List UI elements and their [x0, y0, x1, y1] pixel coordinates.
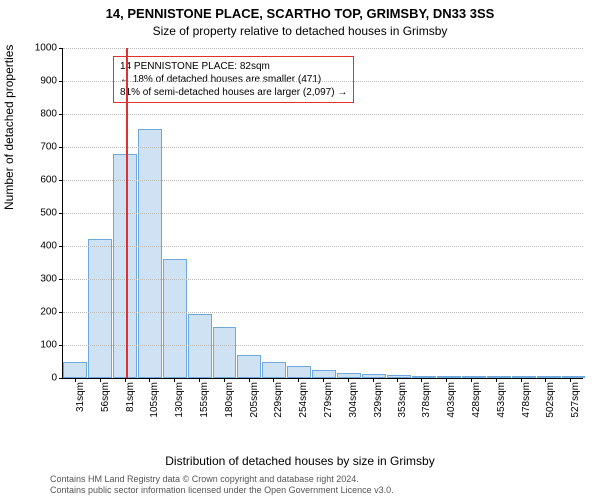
- x-tick-label: 56sqm: [100, 382, 111, 412]
- x-tick-label: 353sqm: [397, 382, 408, 418]
- histogram-bar: [163, 259, 187, 378]
- x-tick-label: 180sqm: [224, 382, 235, 418]
- histogram-bar: [213, 327, 237, 378]
- annotation-box: 14 PENNISTONE PLACE: 82sqm ← 18% of deta…: [113, 56, 354, 103]
- histogram-bar: [412, 376, 436, 378]
- x-axis-label: Distribution of detached houses by size …: [0, 454, 600, 468]
- x-tick-label: 205sqm: [249, 382, 260, 418]
- histogram-bar: [312, 370, 336, 378]
- histogram-bar: [262, 362, 286, 379]
- annotation-line-3: 81% of semi-detached houses are larger (…: [120, 86, 347, 99]
- x-tick-label: 81sqm: [125, 382, 136, 412]
- x-tick-label: 155sqm: [199, 382, 210, 418]
- histogram-bar: [487, 376, 511, 378]
- x-tick-label: 502sqm: [545, 382, 556, 418]
- x-tick-label: 453sqm: [496, 382, 507, 418]
- histogram-bar: [387, 375, 411, 378]
- y-tick-label: 100: [40, 340, 57, 351]
- page-title: 14, PENNISTONE PLACE, SCARTHO TOP, GRIMS…: [0, 6, 600, 21]
- y-tick-label: 400: [40, 241, 57, 252]
- histogram-bar: [337, 373, 361, 378]
- histogram-bar: [63, 362, 87, 379]
- x-tick-label: 254sqm: [298, 382, 309, 418]
- histogram-bar: [287, 366, 311, 378]
- gridline: [63, 147, 583, 148]
- histogram-bar: [362, 374, 386, 378]
- y-tick-label: 700: [40, 142, 57, 153]
- histogram-bar: [237, 355, 261, 378]
- x-tick-label: 31sqm: [75, 382, 86, 412]
- gridline: [63, 279, 583, 280]
- x-tick-label: 130sqm: [174, 382, 185, 418]
- y-tick-label: 500: [40, 208, 57, 219]
- y-tick-label: 900: [40, 76, 57, 87]
- x-tick-label: 304sqm: [348, 382, 359, 418]
- gridline: [63, 114, 583, 115]
- histogram-bar: [462, 376, 486, 378]
- gridline: [63, 312, 583, 313]
- histogram-bar: [138, 129, 162, 378]
- marker-line: [126, 48, 128, 378]
- y-tick-label: 800: [40, 109, 57, 120]
- footer-text: Contains HM Land Registry data © Crown c…: [50, 474, 590, 496]
- x-tick-label: 403sqm: [446, 382, 457, 418]
- x-tick-label: 105sqm: [149, 382, 160, 418]
- gridline: [63, 48, 583, 49]
- histogram-bar: [537, 376, 561, 378]
- y-tick-label: 300: [40, 274, 57, 285]
- annotation-line-2: ← 18% of detached houses are smaller (47…: [120, 73, 347, 86]
- histogram-bar: [562, 376, 586, 378]
- gridline: [63, 81, 583, 82]
- histogram-bar: [437, 376, 461, 378]
- gridline: [63, 345, 583, 346]
- x-tick-label: 229sqm: [273, 382, 284, 418]
- gridline: [63, 180, 583, 181]
- y-tick-label: 0: [51, 373, 57, 384]
- y-axis-label: Number of detached properties: [2, 45, 16, 210]
- histogram-bar: [88, 239, 112, 378]
- x-tick-label: 478sqm: [521, 382, 532, 418]
- gridline: [63, 213, 583, 214]
- x-tick-label: 428sqm: [471, 382, 482, 418]
- histogram-bar: [512, 376, 536, 378]
- x-tick-label: 279sqm: [323, 382, 334, 418]
- gridline: [63, 246, 583, 247]
- x-tick-label: 329sqm: [373, 382, 384, 418]
- histogram-plot: 14 PENNISTONE PLACE: 82sqm ← 18% of deta…: [62, 48, 583, 379]
- y-tick-label: 200: [40, 307, 57, 318]
- x-tick-label: 527sqm: [570, 382, 581, 418]
- y-tick-label: 1000: [35, 43, 57, 54]
- x-tick-label: 378sqm: [421, 382, 432, 418]
- y-tick-label: 600: [40, 175, 57, 186]
- annotation-line-1: 14 PENNISTONE PLACE: 82sqm: [120, 60, 347, 73]
- page-subtitle: Size of property relative to detached ho…: [0, 24, 600, 38]
